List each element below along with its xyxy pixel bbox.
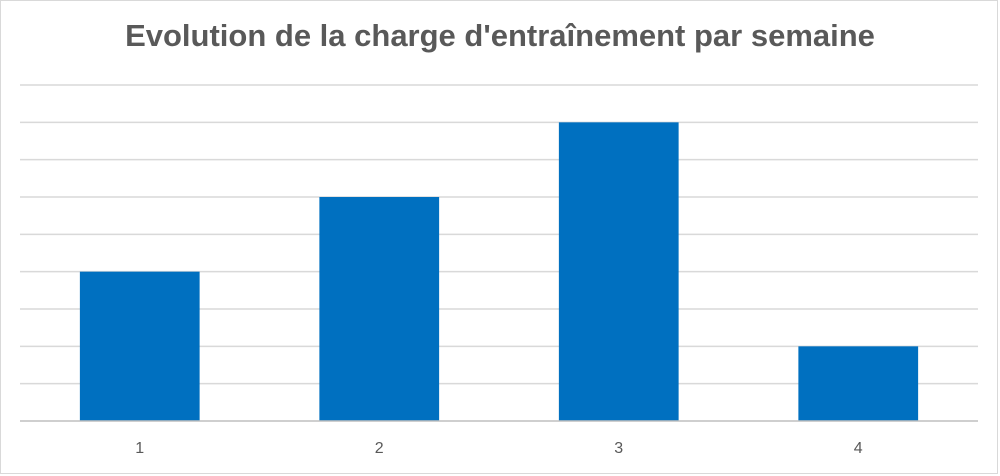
bar-week-3 (558, 122, 679, 421)
x-tick-label: 4 (854, 440, 863, 457)
x-axis: 1 2 3 4 (20, 420, 978, 457)
bars (79, 122, 919, 421)
x-tick-label: 3 (614, 440, 623, 457)
bar-week-2 (319, 197, 440, 421)
x-tick-label: 2 (375, 440, 384, 457)
x-tick-label: 1 (135, 440, 144, 457)
chart-title: Evolution de la charge d'entraînement pa… (125, 18, 875, 53)
bar-week-1 (79, 271, 200, 421)
bar-week-4 (798, 346, 919, 421)
